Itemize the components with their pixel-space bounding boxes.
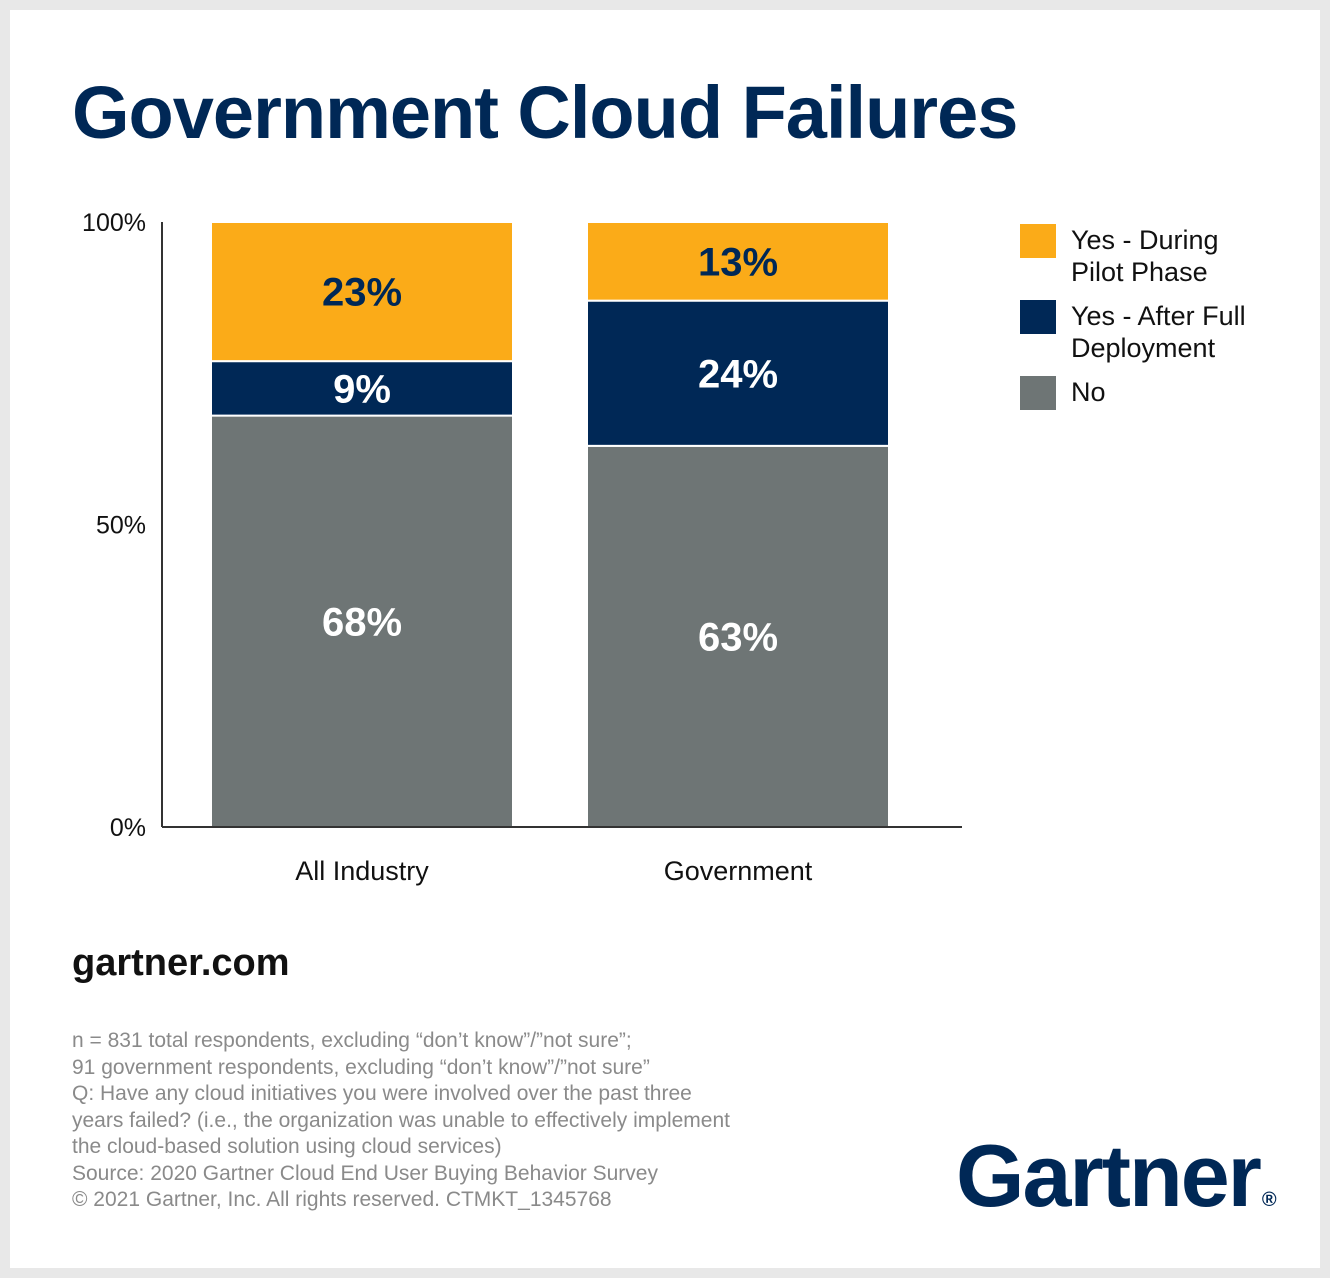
legend-item-full-deployment: Yes - After Full Deployment xyxy=(1020,300,1271,364)
bar-segment xyxy=(586,221,890,302)
legend-label-pilot-line-2: Pilot Phase xyxy=(1071,257,1208,287)
y-tick-label: 100% xyxy=(82,209,146,237)
legend-label-deployment-line-1: Yes - After Full xyxy=(1071,301,1246,331)
footnote-line: 91 government respondents, excluding “do… xyxy=(72,1055,650,1079)
legend-item-no: No xyxy=(1020,376,1271,410)
data-label: 9% xyxy=(333,367,391,411)
site-url: gartner.com xyxy=(72,942,290,984)
stacked-bar-chart: 68% 9% 23% All Industry 63% 24% 13% Government 0… xyxy=(82,209,962,886)
infographic-card: Government Cloud Failures 68% 9% 23% All In… xyxy=(10,10,1320,1268)
y-tick-label: 50% xyxy=(96,512,146,540)
x-tick-label: All Industry xyxy=(295,856,429,886)
bar-segment xyxy=(210,221,514,363)
footnote-line: n = 831 total respondents, excluding “do… xyxy=(72,1029,632,1052)
legend-label-no: No xyxy=(1071,377,1106,407)
legend-swatch-full-deployment xyxy=(1020,300,1056,334)
bar-segment xyxy=(210,414,514,828)
footnote-line: years failed? (i.e., the organization wa… xyxy=(72,1108,730,1132)
logo-text: Gartner xyxy=(956,1126,1262,1225)
legend-item-pilot-phase: Yes - During Pilot Phase xyxy=(1020,224,1271,288)
data-label: 13% xyxy=(698,240,778,284)
page-title: Government Cloud Failures xyxy=(72,71,1018,154)
data-label: 24% xyxy=(698,352,778,396)
legend-label-pilot-line-1: Yes - During xyxy=(1071,225,1219,255)
footnote-line: © 2021 Gartner, Inc. All rights reserved… xyxy=(72,1188,612,1211)
gartner-logo: Gartner ® xyxy=(956,1132,1277,1220)
legend-swatch-no xyxy=(1020,376,1056,410)
data-label: 68% xyxy=(322,600,402,644)
bar-segment xyxy=(586,299,890,447)
data-label: 63% xyxy=(698,615,778,659)
footnote-line: the cloud-based solution using cloud ser… xyxy=(72,1135,502,1158)
legend-swatch-pilot-phase xyxy=(1020,224,1056,258)
footnotes: n = 831 total respondents, excluding “do… xyxy=(72,1028,730,1214)
registered-mark: ® xyxy=(1261,1189,1277,1211)
legend-label-deployment-line-2: Deployment xyxy=(1071,333,1216,363)
footnote-line: Q: Have any cloud initiatives you were i… xyxy=(72,1082,692,1105)
bar-segment xyxy=(586,444,890,828)
data-label: 23% xyxy=(322,271,402,315)
x-tick-label: Government xyxy=(664,856,813,886)
y-tick-label: 0% xyxy=(110,814,146,842)
footnote-line: Source: 2020 Gartner Cloud End User Buyi… xyxy=(72,1161,658,1185)
